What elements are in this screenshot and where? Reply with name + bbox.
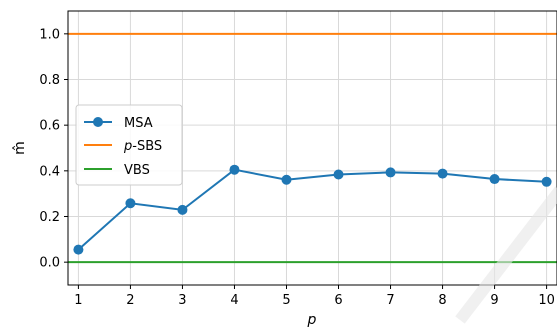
x-axis-title: p — [307, 312, 317, 327]
series-line-msa — [77, 168, 547, 251]
x-axis: 1 2 3 4 5 6 7 8 9 10 — [74, 285, 555, 308]
x-tick-label: 9 — [490, 293, 498, 308]
x-tick-label: 2 — [126, 293, 134, 308]
msa-data-point — [229, 164, 240, 175]
legend-box — [75, 104, 183, 186]
x-tick-label: 8 — [438, 293, 446, 308]
msa-data-point — [177, 204, 188, 215]
legend-label-msa: MSA — [124, 116, 153, 131]
msa-data-point — [125, 198, 136, 209]
y-axis: 0.0 0.2 0.4 0.6 0.8 1.0 — [39, 27, 68, 271]
y-tick-label: 0.8 — [39, 73, 60, 88]
msa-data-point — [437, 168, 448, 179]
x-tick-label: 4 — [230, 293, 238, 308]
y-tick-label: 0.0 — [39, 256, 60, 271]
msa-data-point — [489, 174, 500, 185]
legend: MSA p-SBS VBS — [75, 104, 183, 186]
legend-label-psbs-prefix: p — [123, 139, 132, 154]
y-axis-title: m̂ — [12, 141, 28, 155]
y-tick-label: 0.2 — [39, 210, 60, 225]
x-tick-label: 1 — [74, 293, 82, 308]
msa-data-point — [541, 176, 552, 187]
legend-label-vbs: VBS — [124, 163, 150, 178]
plot-frame — [67, 10, 557, 286]
y-tick-label: 0.6 — [39, 119, 60, 134]
msa-data-point — [385, 167, 396, 178]
y-tick-label: 1.0 — [39, 27, 60, 42]
legend-marker-msa — [93, 117, 103, 127]
msa-data-point — [73, 244, 84, 255]
x-tick-label: 7 — [386, 293, 394, 308]
series-layer — [68, 32, 557, 264]
x-tick-label: 3 — [178, 293, 186, 308]
legend-label-psbs: p-SBS — [123, 139, 162, 154]
x-tick-label: 10 — [538, 293, 555, 308]
x-tick-label: 5 — [282, 293, 290, 308]
legend-label-psbs-suffix: -SBS — [132, 139, 162, 154]
msa-data-point — [281, 174, 292, 185]
msa-data-point — [333, 169, 344, 180]
y-tick-label: 0.4 — [39, 164, 60, 179]
x-tick-label: 6 — [334, 293, 342, 308]
